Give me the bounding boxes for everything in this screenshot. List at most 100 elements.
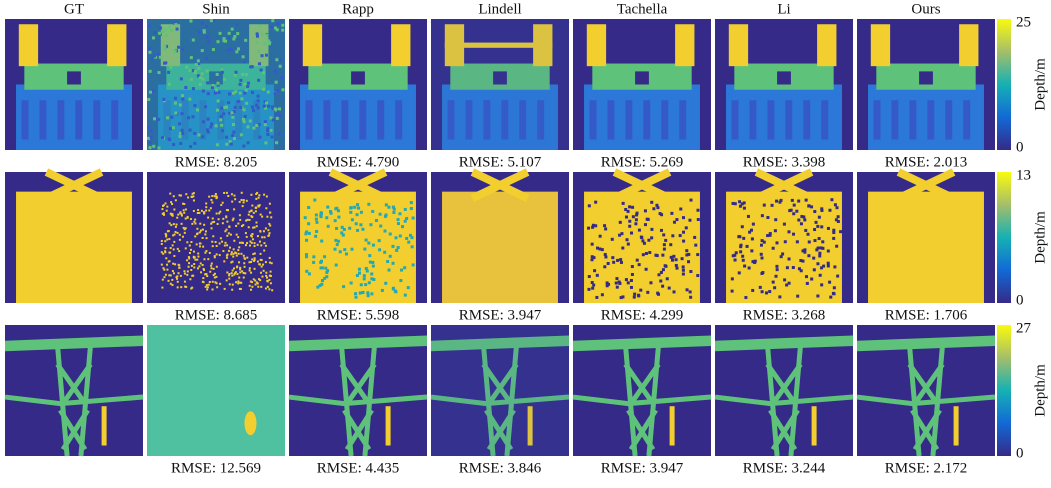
rmse-label: RMSE: 3.846 [459,460,542,476]
speckle [204,105,208,109]
rmse-label: RMSE: 3.244 [743,460,826,476]
speckle [275,89,279,93]
speckle [337,215,341,219]
speckle [193,104,197,108]
speckle [229,142,233,146]
speckle [188,244,191,247]
speckle [196,227,199,230]
speckle [169,192,172,195]
speckle [226,234,229,237]
speckle [658,212,662,216]
speckle [621,201,625,205]
speckle [696,274,700,278]
speckle [587,287,591,291]
speckle [172,234,175,237]
speckle [255,40,259,44]
speckle [220,123,224,127]
speckle [178,122,182,126]
speckle [173,101,177,105]
speckle [742,236,746,240]
colorbar-min: 0 [1016,445,1024,461]
speckle [215,282,218,285]
speckle [326,205,330,209]
region [359,100,367,140]
speckle [226,220,229,223]
region [811,406,817,446]
speckle [833,265,837,269]
speckle [180,112,184,116]
speckle [791,266,795,270]
speckle [201,120,205,124]
speckle [196,232,199,235]
speckle [227,101,231,105]
speckle [238,246,241,249]
speckle [242,201,245,204]
speckle [775,268,779,272]
speckle [178,194,181,197]
speckle [591,286,595,290]
region [909,100,917,140]
region [679,100,687,140]
speckle [678,234,682,238]
speckle [244,38,248,42]
speckle [314,217,318,221]
speckle [258,240,261,243]
colorbar-label: Depth/m [1032,364,1048,417]
speckle [268,232,271,235]
speckle [802,215,806,219]
speckle [787,230,791,234]
speckle [240,97,244,101]
region [643,100,651,140]
speckle [188,68,192,72]
speckle [689,295,693,299]
speckle [753,261,757,265]
speckle [744,296,748,300]
speckle [388,254,392,258]
speckle [242,108,246,112]
speckle [733,202,737,206]
speckle [383,229,387,233]
speckle [393,289,397,293]
speckle [264,227,267,230]
speckle [305,238,309,242]
speckle [336,239,340,243]
speckle [238,287,241,290]
speckle [198,265,201,268]
speckle [384,203,388,207]
speckle [233,272,236,275]
speckle [184,85,188,89]
speckle [689,198,693,202]
speckle [233,73,237,77]
speckle [271,19,275,23]
speckle [210,262,213,265]
speckle [305,269,309,273]
depth-image [147,172,285,303]
speckle [679,207,683,211]
speckle [222,77,226,81]
speckle [208,209,211,212]
speckle [595,273,599,277]
speckle [733,253,737,257]
speckle [626,281,630,285]
speckle [243,115,247,119]
speckle [202,245,205,248]
speckle [618,220,622,224]
speckle [219,237,222,240]
speckle [187,196,190,199]
depth-image [856,325,996,457]
depth-image [5,19,143,150]
speckle [242,276,245,279]
speckle [226,256,229,259]
speckle [232,255,235,258]
speckle [219,118,223,122]
speckle [733,258,737,262]
speckle [362,274,366,278]
speckle [162,204,165,207]
speckle [205,206,208,209]
depth-image [288,325,428,457]
region [896,168,956,202]
speckle [271,118,275,122]
rmse-label: RMSE: 12.569 [171,460,261,476]
speckle [277,107,281,111]
speckle [401,225,405,229]
